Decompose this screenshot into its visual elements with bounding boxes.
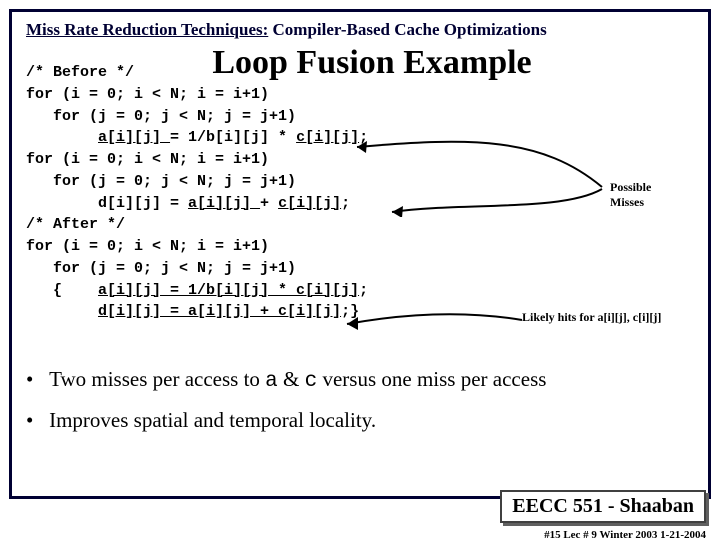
code-l7d: c[i][j] [278,195,341,212]
bullet-2: • Improves spatial and temporal locality… [26,404,694,438]
slide-frame: Miss Rate Reduction Techniques: Compiler… [9,9,711,499]
b1e: versus one miss per access [317,367,546,391]
code-l4c: = 1/b[i][j] * [170,129,296,146]
code-l7e: ; [341,195,350,212]
bullet-1: • Two misses per access to a & c versus … [26,363,694,399]
code-l12b: d[i][j] = a[i][j] + c[i][j] [98,303,341,320]
code-l7c: + [260,195,278,212]
code-l1: /* Before */ [26,64,134,81]
code-l11a: { [26,282,98,299]
code-l4d: c[i][j] [296,129,359,146]
code-l4e: ; [359,129,368,146]
footer-box: EECC 551 - Shaaban [500,490,706,523]
b1a: Two misses per access to [49,367,265,391]
code-l10: for (j = 0; j < N; j = j+1) [26,260,296,277]
code-l11c: ; [359,282,368,299]
annotation-possible-misses: Possible Misses [610,180,651,210]
bullet-list: • Two misses per access to a & c versus … [26,363,694,438]
code-l7b: a[i][j] [188,195,260,212]
code-l3: for (j = 0; j < N; j = j+1) [26,108,296,125]
code-l4a [26,129,98,146]
code-l5: for (i = 0; i < N; i = i+1) [26,151,269,168]
code-l12c: ;} [341,303,359,320]
b1c: & [278,367,305,391]
b2-text: Improves spatial and temporal locality. [49,408,376,432]
code-l7a: d[i][j] = [26,195,188,212]
footer-small: #15 Lec # 9 Winter 2003 1-21-2004 [544,529,706,541]
code-l6: for (j = 0; j < N; j = j+1) [26,173,296,190]
b1b: a [265,370,278,393]
slide-header: Miss Rate Reduction Techniques: Compiler… [26,20,694,40]
header-underlined: Miss Rate Reduction Techniques: [26,20,268,39]
code-l2: for (i = 0; i < N; i = i+1) [26,86,269,103]
code-l11b: a[i][j] = 1/b[i][j] * c[i][j] [98,282,359,299]
code-l8: /* After */ [26,216,125,233]
code-l9: for (i = 0; i < N; i = i+1) [26,238,269,255]
b1d: c [305,370,318,393]
code-block: /* Before */ for (i = 0; i < N; i = i+1)… [26,62,694,345]
annotation-likely-hits: Likely hits for a[i][j], c[i][j] [522,310,661,325]
code-l12a [26,303,98,320]
code-l4b: a[i][j] [98,129,170,146]
header-rest: Compiler-Based Cache Optimizations [268,20,546,39]
